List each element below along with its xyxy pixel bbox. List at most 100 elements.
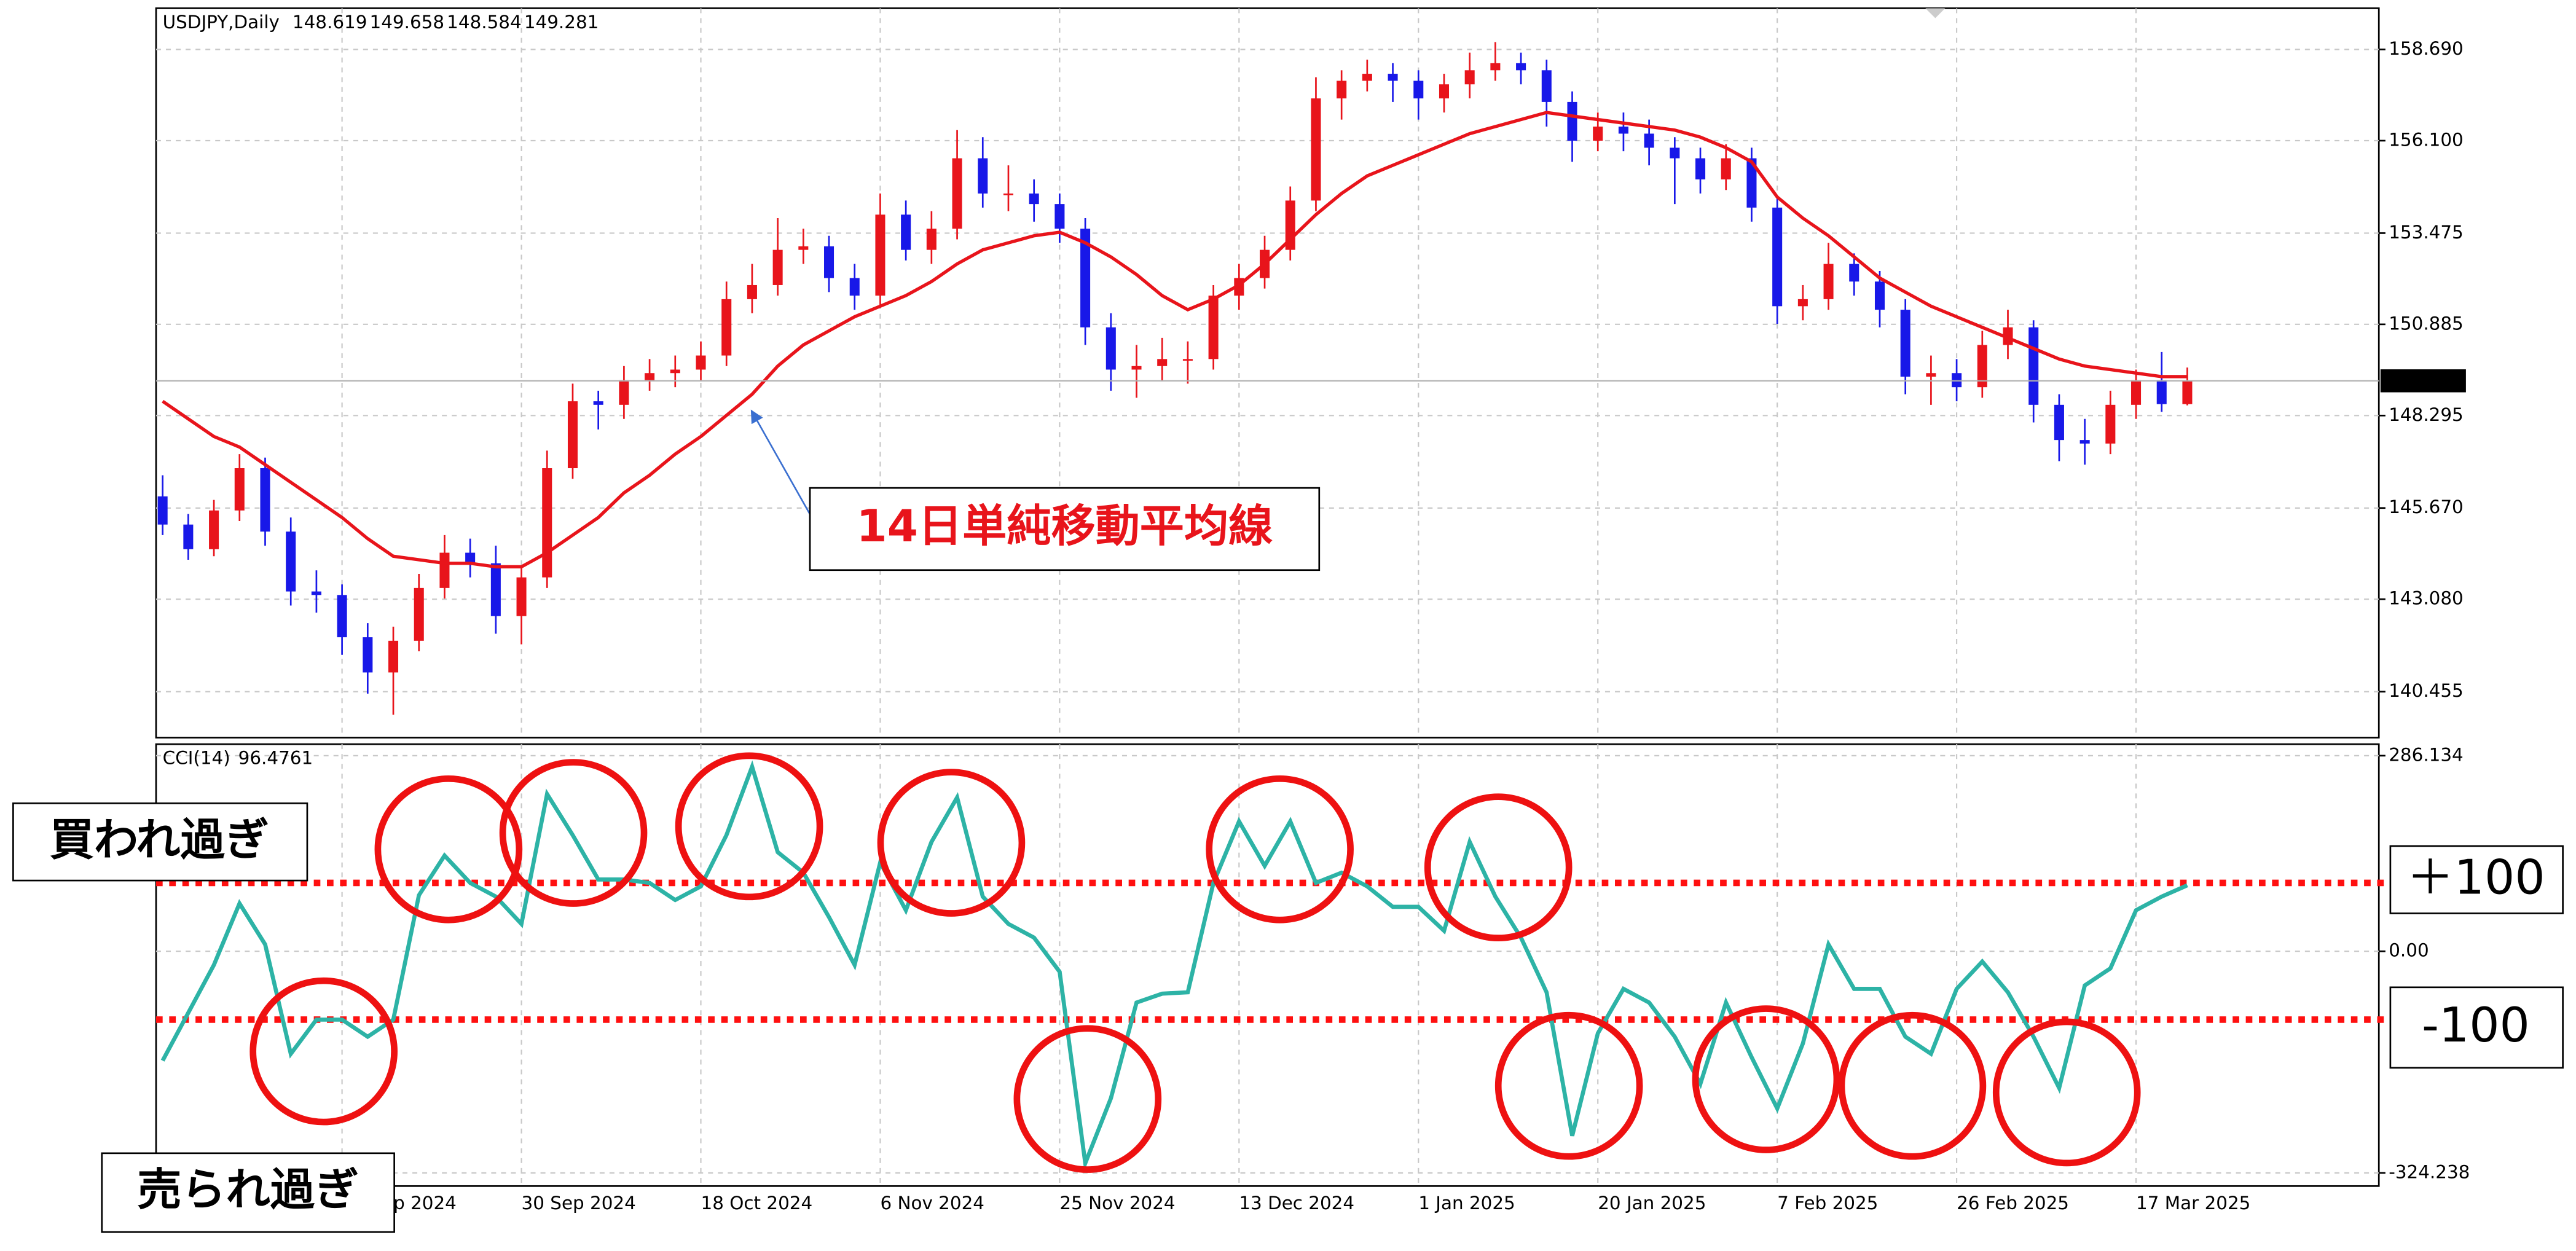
candle-body [567,401,578,468]
candle-body [363,637,373,673]
candle-body [619,380,629,405]
candle-body [2131,380,2142,405]
circle [1013,1025,1162,1173]
x-tick-label: 13 Dec 2024 [1239,1193,1354,1214]
current-price-box [2380,369,2466,393]
ohlc-value: 148.584 [447,12,522,33]
candle-body [772,249,783,285]
candle-body [1337,80,1347,99]
chart-title: USDJPY,Daily [163,12,280,33]
candle-body [260,468,270,532]
level-box [2389,845,2564,914]
candle-body [1746,158,1757,208]
candle-body [1823,264,1834,299]
candle-body [824,246,834,278]
circle [374,775,523,924]
annotation-box [12,802,308,882]
overbought-label: 買われ過ぎ [50,815,269,866]
x-tick-label: 20 Jan 2025 [1598,1193,1706,1214]
candle-body [337,595,347,638]
candle-body [798,246,809,250]
candle-body [1926,373,1936,377]
x-tick-label: 18 Oct 2024 [701,1193,813,1214]
level-label: ＋100 [2406,850,2545,906]
circle [1838,1011,1987,1160]
x-tick-label: 30 Sep 2024 [522,1193,636,1214]
candle-body [2079,440,2090,444]
circle [1206,775,1354,924]
y-tick-label: 286.134 [2389,744,2464,765]
candle-body [1413,80,1424,99]
circle [1494,1011,1643,1160]
candle-body [1182,359,1193,361]
level-label: -100 [2422,998,2530,1053]
x-tick-label: 25 Nov 2024 [1059,1193,1175,1214]
candle-body [901,214,911,250]
candle-body [2182,380,2193,404]
candle-body [1952,373,1962,388]
ohlc-value: 149.658 [370,12,445,33]
candle-body [1900,310,1910,377]
y-tick-label: 145.670 [2389,496,2464,517]
candle-body [1721,158,1731,180]
annotation-box [101,1152,395,1233]
highlight-circles [249,752,2141,1173]
y-tick-label: 156.100 [2389,129,2464,150]
candle-body [645,373,655,380]
candle-body [1054,204,1065,229]
candle-body [1618,127,1628,134]
x-tick-label: 17 Mar 2025 [2136,1193,2250,1214]
candle-body [1516,63,1526,71]
candle-body [2054,404,2064,441]
candle-body [286,531,296,592]
annotations: 14日単純移動平均線 買われ過ぎ 売られ過ぎ ＋100 -100 [12,409,2564,1233]
y-tick-label: 143.080 [2389,588,2464,609]
circle [499,759,648,907]
candle-body [2028,327,2039,405]
cci-panel [155,743,2380,1187]
candle-body [2156,380,2167,404]
candle-body [1670,147,1680,159]
annotation-box [809,487,1321,571]
candle-body [1208,296,1219,359]
candle-body [1977,345,1987,388]
circle [1692,1005,1840,1153]
candle-body [1464,70,1475,85]
candle-body [696,355,706,370]
candle-body [1131,366,1142,370]
ohlc-value: 148.619 [293,12,367,33]
candle-body [1105,327,1116,370]
y-tick-label: 148.295 [2389,404,2464,425]
oversold-label: 売られ過ぎ [137,1164,359,1216]
candle-body [849,278,860,296]
circle [877,769,1026,917]
candle-body [670,369,680,374]
candle-body [209,510,219,549]
arrow [750,409,811,515]
circle [1992,1018,2141,1167]
y-tick-label: 140.455 [2389,680,2464,701]
indicator-title: CCI(14) [163,748,230,769]
candle-body [1157,359,1168,366]
candle-body [1593,127,1603,141]
ohlc-value: 149.281 [524,12,599,33]
y-tick-label: 158.690 [2389,38,2464,59]
candle-body [157,496,168,525]
candle-body [516,577,527,616]
indicator-value: 96.4761 [238,748,313,769]
candle-body [593,401,603,405]
candle-body [1797,299,1808,307]
candle-body [721,299,732,356]
candle-body [926,229,937,250]
candle-body [542,468,552,578]
candle-body [2105,404,2116,444]
candle-body [1772,207,1783,307]
candle-body [1874,281,1885,310]
circle [249,977,398,1126]
candle-body [234,468,245,511]
y-tick-label: 153.475 [2389,222,2464,243]
candle-body [1849,264,1859,282]
candle-body [1490,63,1501,71]
candle-body [183,524,194,549]
